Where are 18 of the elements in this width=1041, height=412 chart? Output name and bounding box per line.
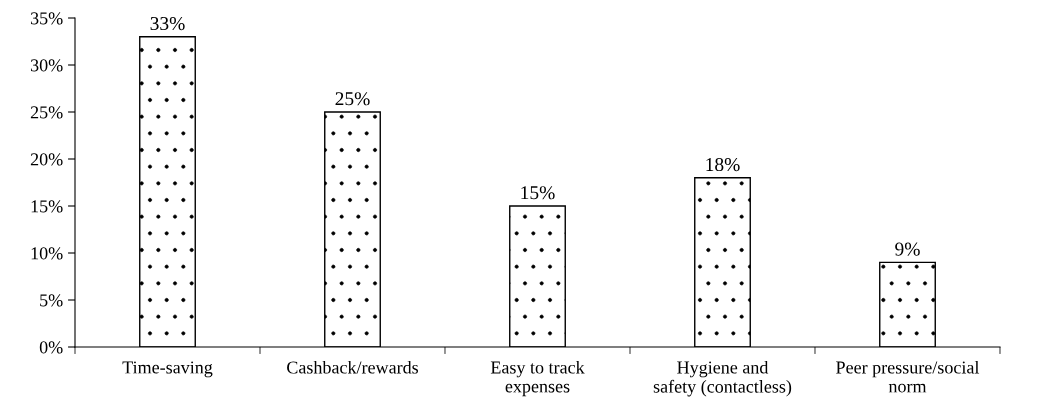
x-tick-label: Hygiene and safety (contactless) xyxy=(653,360,792,397)
data-label: 15% xyxy=(521,186,555,200)
x-tick-label: Easy to track expenses xyxy=(490,360,585,397)
data-label: 33% xyxy=(150,16,185,31)
y-tick-label: 25% xyxy=(30,106,63,119)
y-tick-label: 30% xyxy=(30,59,63,72)
data-label: 18% xyxy=(706,157,740,172)
x-tick-label: Time-saving xyxy=(122,361,213,378)
data-label: 25% xyxy=(335,92,370,106)
y-tick-label: 0% xyxy=(39,341,63,354)
y-tick-label: 15% xyxy=(31,200,63,213)
y-tick-label: 5% xyxy=(40,294,63,307)
data-label: 9% xyxy=(895,242,920,256)
x-tick-label: Cashback/rewards xyxy=(287,360,419,374)
x-tick-label: Peer pressure/social norm xyxy=(836,360,980,393)
y-tick-label: 10% xyxy=(31,247,63,260)
y-tick-label: 35% xyxy=(30,12,63,25)
y-tick-label: 20% xyxy=(30,153,63,166)
